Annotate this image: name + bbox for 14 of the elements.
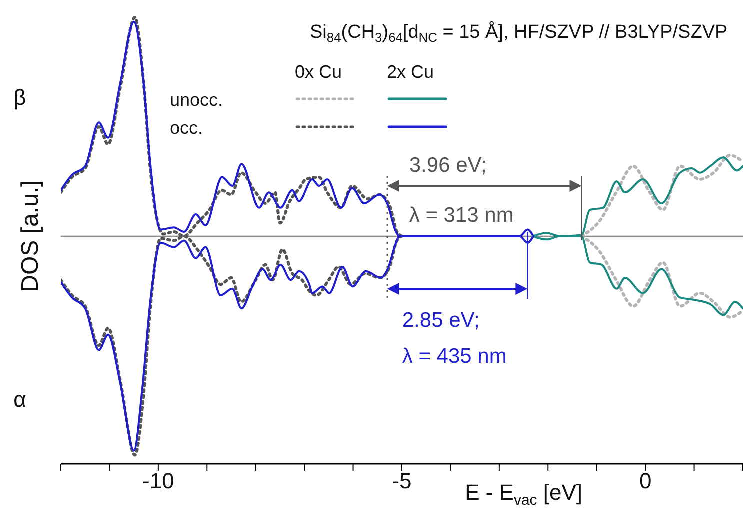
annotation: occ.: [170, 118, 204, 138]
x-tick-label: -10: [142, 468, 174, 494]
annotation: 0x Cu: [295, 62, 342, 82]
annotation: 2x Cu: [387, 62, 434, 82]
x-tick-label: -5: [392, 468, 412, 494]
chart-title: Si$_{84}$(CH$_{3}$)$_{64}$[d$_{NC}$ = 15 Å], HF/SZVP // B3LYP/SZVP: [310, 22, 728, 45]
text: 3.96 eV; λ = 313 nm: [409, 154, 514, 227]
text: α: [14, 387, 27, 412]
annotation: 2.85 eV; λ = 435 nm: [402, 309, 507, 368]
text: β: [14, 85, 26, 110]
x-axis-title: E - E$_{vac}$ [eV]: [465, 480, 583, 508]
x-tick-label: 0: [639, 468, 652, 494]
y-axis-title: DOS [a.u.]: [17, 180, 44, 292]
annotation: unocc.: [170, 90, 224, 110]
